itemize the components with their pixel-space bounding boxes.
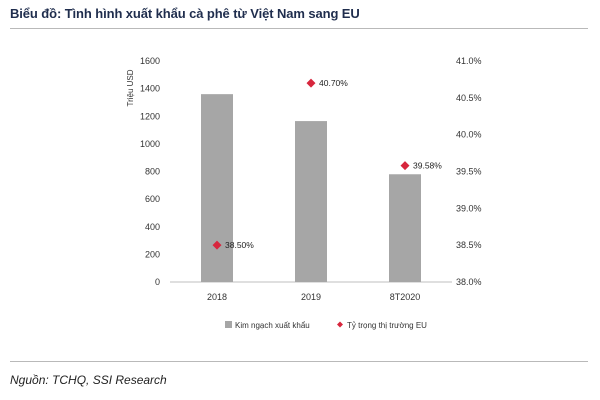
y-tick-label: 600 [145,194,160,204]
markers: 38.50% 40.70% 39.58% [212,78,442,250]
y2-tick-label: 40.5% [456,93,482,103]
y-tick-label: 1000 [140,139,160,149]
y-tick-label: 400 [145,222,160,232]
legend-label-bar: Kim ngạch xuất khẩu [235,321,310,330]
source-note: Nguồn: TCHQ, SSI Research [10,373,167,387]
legend: Kim ngạch xuất khẩu Tỷ trọng thị trường … [225,321,427,330]
y-tick-label: 200 [145,249,160,259]
y2-tick-label: 38.5% [456,240,482,250]
bar-2019 [295,121,327,282]
y-tick-label: 1600 [140,56,160,66]
y-tick-label: 1400 [140,84,160,94]
y2-tick-label: 39.0% [456,203,482,213]
bars [201,94,421,283]
left-axis: 0 200 400 600 800 1000 1200 1400 1600 [140,56,160,287]
bar-8T2020 [389,174,421,282]
data-label: 39.58% [413,161,442,171]
y-tick-label: 800 [145,167,160,177]
y2-tick-label: 40.0% [456,130,482,140]
y2-tick-label: 41.0% [456,56,482,66]
right-axis: 38.0% 38.5% 39.0% 39.5% 40.0% 40.5% 41.0% [456,56,482,287]
top-divider [10,28,588,29]
legend-swatch-marker [337,321,343,328]
chart-title: Biểu đồ: Tình hình xuất khẩu cà phê từ V… [10,6,360,21]
data-label: 40.70% [319,78,348,88]
bottom-divider [10,361,588,362]
legend-label-marker: Tỷ trọng thị trường EU [347,321,427,330]
y2-tick-label: 38.0% [456,277,482,287]
x-tick-label: 2019 [301,292,321,302]
marker-8T2020 [400,161,410,171]
marker-2019 [306,78,316,88]
y-tick-label: 0 [155,277,160,287]
legend-swatch-bar [225,321,232,328]
x-tick-label: 2018 [207,292,227,302]
marker-2018 [212,240,222,250]
y-tick-label: 1200 [140,111,160,121]
x-ticks: 2018 2019 8T2020 [207,292,420,302]
y-axis-label: Triệu USD [126,69,135,106]
x-tick-label: 8T2020 [390,292,421,302]
y2-tick-label: 39.5% [456,167,482,177]
bar-2018 [201,94,233,283]
data-label: 38.50% [225,240,254,250]
